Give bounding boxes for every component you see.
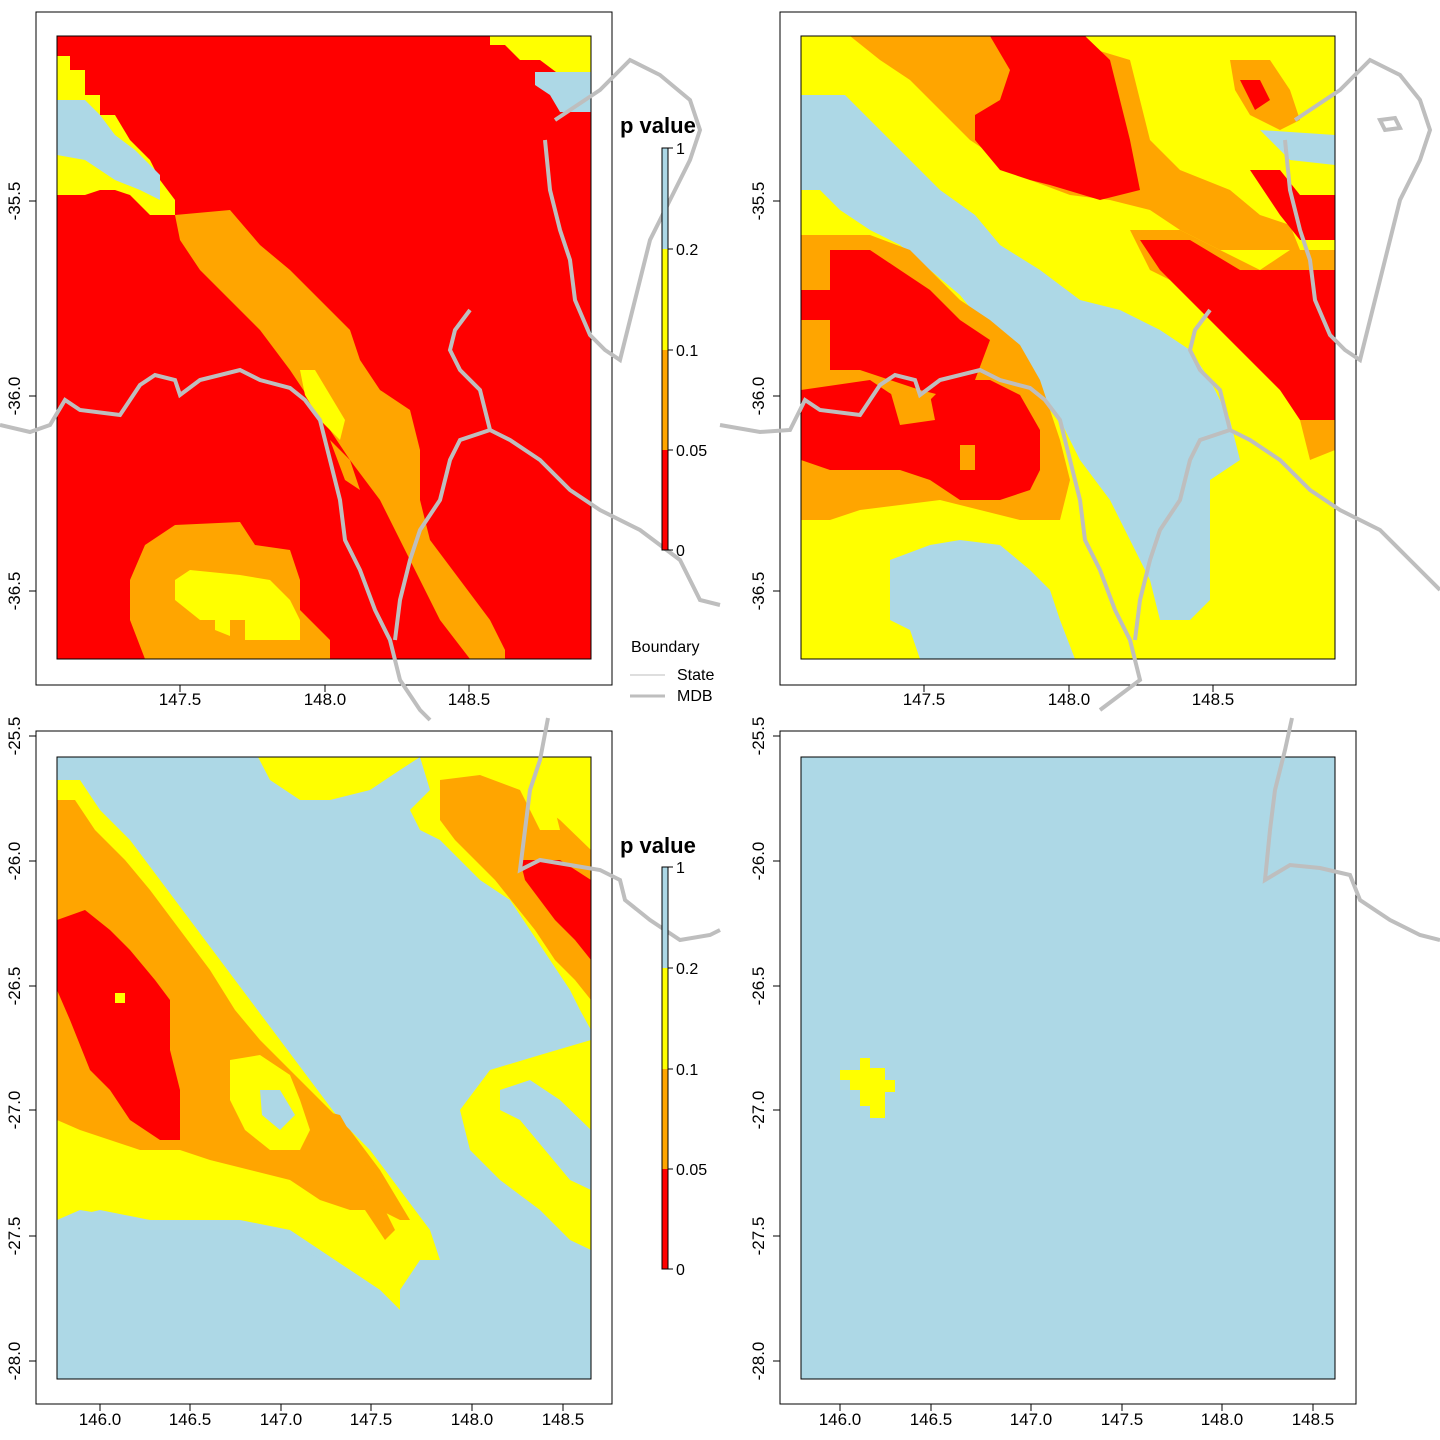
p-value-legend-bottom: p value 1 0.2 0.1 0.05 0 [620,833,707,1279]
heatmap-raster [57,757,591,1379]
x-tick-label: 147.0 [260,1410,303,1429]
y-tick-label: -28.0 [5,1342,24,1381]
state-boundary-line [517,717,721,943]
legend-item-label: MDB [677,688,713,705]
y-tick-label: -27.5 [749,1217,768,1256]
legend-tick: 1 [676,860,685,877]
y-tick-label: -27.0 [5,1091,24,1130]
y-axis: -35.5 -36.0 -36.5 [749,182,780,611]
x-tick-label: 147.5 [159,690,202,709]
p-value-legend-top: p value 1 0.2 0.1 0.05 0 [620,113,707,560]
legend-tick: 1 [676,141,685,158]
x-axis: 146.0 146.5 147.0 147.5 148.0 148.5 [79,1404,585,1429]
y-axis: -25.5 -26.0 -26.5 -27.0 -27.5 -28.0 [749,717,780,1381]
panel-bottom-left: 146.0 146.5 147.0 147.5 148.0 148.5 -25.… [5,717,721,1429]
x-tick-label: 147.5 [350,1410,393,1429]
x-axis: 146.0 146.5 147.0 147.5 148.0 148.5 [819,1404,1335,1429]
y-tick-label: -36.0 [5,377,24,416]
legend-tick: 0.2 [676,242,698,259]
y-axis: -25.5 -26.0 -26.5 -27.0 -27.5 -28.0 [5,717,36,1381]
state-boundary-line [0,57,721,722]
x-tick-label: 146.0 [819,1410,862,1429]
legend-tick: 0 [676,543,685,560]
legend-tick: 0.1 [676,343,698,360]
boundary-legend: Boundary State MDB [630,639,714,705]
x-tick-label: 148.0 [1048,690,1091,709]
y-tick-label: -25.5 [5,717,24,756]
panel-bottom-right: 146.0 146.5 147.0 147.5 148.0 148.5 -25.… [749,717,1440,1429]
y-tick-label: -35.5 [749,182,768,221]
y-tick-label: -36.5 [749,572,768,611]
x-axis: 147.5 148.0 148.5 [159,685,491,709]
y-tick-label: -25.5 [749,717,768,756]
plot-frame [779,11,1357,686]
legend-tick: 0 [676,1262,685,1279]
plot-frame [35,730,613,1405]
x-tick-label: 146.5 [910,1410,953,1429]
state-boundary-line [719,57,1440,712]
heatmap-raster [800,756,1336,1380]
boundary-legend-title: Boundary [631,639,700,656]
x-tick-label: 148.0 [304,690,347,709]
heatmap-patch [840,1058,895,1118]
x-tick-label: 148.5 [1192,690,1235,709]
y-tick-label: -35.5 [5,182,24,221]
y-tick-label: -27.5 [5,1217,24,1256]
x-tick-label: 146.5 [169,1410,212,1429]
y-tick-label: -26.5 [5,967,24,1006]
plot-frame [779,730,1357,1405]
legend-tick: 0.1 [676,1062,698,1079]
legend-tick: 0.05 [676,1162,707,1179]
y-axis: -35.5 -36.0 -36.5 [5,182,36,611]
x-tick-label: 148.0 [451,1410,494,1429]
state-boundary-line [1262,717,1440,942]
legend-title: p value [620,833,696,858]
x-axis: 147.5 148.0 148.5 [903,685,1235,709]
y-tick-label: -28.0 [749,1342,768,1381]
heatmap-raster [57,36,591,659]
x-tick-label: 147.0 [1010,1410,1053,1429]
heatmap-raster [801,36,1335,659]
legend-title: p value [620,113,696,138]
legend-tick: 0.05 [676,443,707,460]
x-tick-label: 147.5 [903,690,946,709]
legend-tick: 0.2 [676,961,698,978]
y-tick-label: -36.0 [749,377,768,416]
x-tick-label: 146.0 [79,1410,122,1429]
y-tick-label: -26.0 [749,842,768,881]
x-tick-label: 148.5 [1292,1410,1335,1429]
plot-frame [35,11,613,686]
x-tick-label: 147.5 [1101,1410,1144,1429]
panel-top-left: 147.5 148.0 148.5 -35.5 -36.0 -36.5 [0,11,721,722]
y-tick-label: -27.0 [749,1091,768,1130]
y-tick-label: -36.5 [5,572,24,611]
y-tick-label: -26.0 [5,842,24,881]
legend-item-label: State [677,667,714,684]
x-tick-label: 148.0 [1201,1410,1244,1429]
x-tick-label: 148.5 [448,690,491,709]
panel-top-right: 147.5 148.0 148.5 -35.5 -36.0 -36.5 [719,11,1440,712]
x-tick-label: 148.5 [542,1410,585,1429]
y-tick-label: -26.5 [749,967,768,1006]
